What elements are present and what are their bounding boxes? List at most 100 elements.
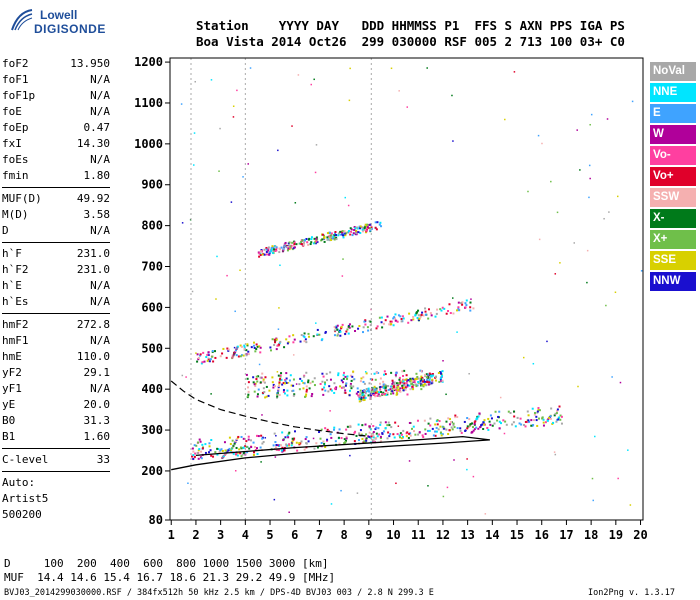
param-name: foF2 <box>2 57 29 70</box>
echo-point <box>245 445 248 448</box>
echo-point <box>402 380 405 383</box>
echo-point <box>280 246 283 249</box>
echo-point <box>273 343 276 346</box>
echo-point <box>376 221 379 224</box>
param-name: fmin <box>2 169 29 182</box>
echo-point <box>473 428 476 431</box>
echo-point <box>260 250 263 253</box>
echo-point <box>400 433 403 436</box>
noise-point <box>579 169 581 171</box>
divider <box>2 471 110 472</box>
param-value: 20.0 <box>83 398 111 411</box>
echo-point <box>412 425 415 428</box>
noise-point <box>456 331 458 333</box>
echo-point <box>351 234 354 237</box>
echo-point <box>391 382 394 385</box>
echo-point <box>281 383 284 386</box>
echo-point <box>292 384 295 387</box>
echo-point <box>395 382 398 385</box>
legend-item-noval: NoVal <box>650 62 696 81</box>
echo-point <box>322 375 325 378</box>
echo-point <box>560 422 563 425</box>
echo-point <box>364 231 367 234</box>
echo-point <box>461 301 464 304</box>
echo-point <box>536 424 539 427</box>
echo-point <box>400 318 403 321</box>
echo-point <box>292 247 295 250</box>
param-name: MUF(D) <box>2 192 42 205</box>
echo-point <box>234 351 237 354</box>
echo-point <box>344 384 347 387</box>
echo-point <box>399 436 402 439</box>
echo-point <box>265 385 268 388</box>
noise-point <box>442 360 444 362</box>
echo-point <box>356 387 359 390</box>
echo-point <box>289 245 292 248</box>
echo-point <box>210 438 213 441</box>
echo-point <box>273 385 276 388</box>
echo-point <box>310 241 313 244</box>
echo-point <box>422 435 425 438</box>
echo-point <box>384 373 387 376</box>
echo-point <box>253 390 256 393</box>
echo-point <box>435 426 438 429</box>
echo-point <box>427 373 430 376</box>
echo-point <box>299 377 302 380</box>
echo-point <box>368 435 371 438</box>
echo-point <box>337 333 340 336</box>
echo-point <box>475 426 478 429</box>
echo-point <box>207 354 210 357</box>
divider <box>2 313 110 314</box>
echo-point <box>388 424 391 427</box>
echo-point <box>523 424 526 427</box>
echo-point <box>259 351 262 354</box>
noise-point <box>330 503 333 505</box>
echo-point <box>245 354 248 357</box>
echo-point <box>255 343 258 346</box>
echo-point <box>281 446 284 449</box>
echo-point <box>368 382 371 385</box>
echo-point <box>362 398 365 401</box>
echo-point <box>335 234 338 237</box>
noise-point <box>398 90 400 92</box>
echo-point <box>402 389 405 392</box>
echo-point <box>195 444 198 447</box>
echo-point <box>461 303 464 306</box>
echo-point <box>293 430 296 433</box>
noise-point <box>395 482 397 485</box>
noise-point <box>603 217 605 220</box>
echo-point <box>382 373 385 376</box>
echo-point <box>343 230 346 233</box>
echo-point <box>371 387 374 390</box>
echo-point <box>436 308 439 311</box>
logo-line2: DIGISONDE <box>34 22 106 36</box>
echo-point <box>423 383 426 386</box>
echo-point <box>287 247 290 250</box>
echo-point <box>239 355 242 358</box>
echo-point <box>456 427 459 430</box>
auto-label: Auto: <box>2 476 36 489</box>
echo-point <box>460 431 463 434</box>
echo-point <box>303 340 306 343</box>
echo-point <box>362 376 365 379</box>
legend-item-e: E <box>650 104 696 123</box>
echo-point <box>288 248 291 251</box>
echo-point <box>435 430 438 433</box>
x-tick-label: 11 <box>411 528 425 542</box>
x-ticks: 1 2 3 4 5 6 7 8 9 10 11 12 13 14 15 16 17 18 19 20 <box>168 520 648 542</box>
echo-point <box>256 345 259 348</box>
echo-point <box>379 382 382 385</box>
noise-point <box>340 489 342 492</box>
noise-point <box>216 255 218 258</box>
echo-point <box>347 332 350 335</box>
param-name: h`F <box>2 247 22 260</box>
echo-point <box>315 236 318 239</box>
echo-point <box>393 389 396 392</box>
echo-point <box>414 313 417 316</box>
echo-point <box>436 423 439 426</box>
echo-point <box>287 436 290 439</box>
noise-point <box>640 270 643 272</box>
echo-point <box>374 378 377 381</box>
echo-point <box>372 392 375 395</box>
param-row-foes: foEs N/A <box>2 152 110 168</box>
